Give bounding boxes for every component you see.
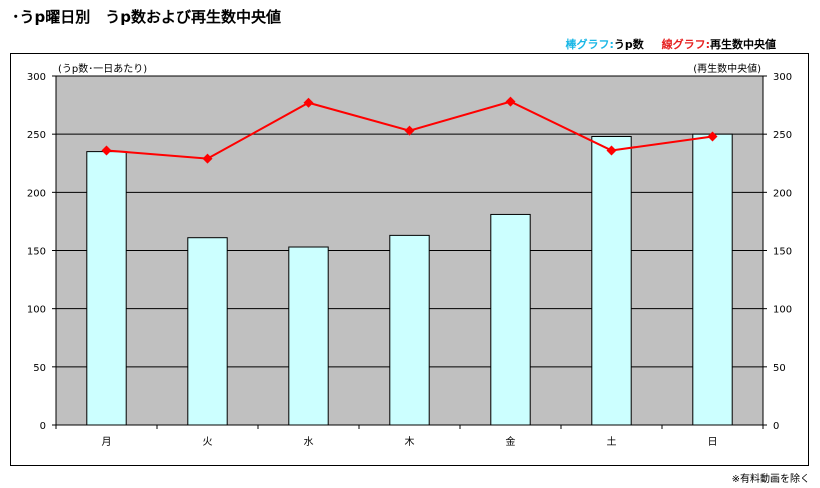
x-tick-label: 木 [405, 436, 415, 448]
y-axis-label-right: (再生数中央値) [693, 62, 761, 75]
line-point-marker [202, 153, 213, 164]
bar [187, 237, 228, 426]
line-point-marker [505, 96, 516, 107]
x-tick-label: 日 [708, 437, 718, 448]
y-tick-label-left: 300 [27, 72, 46, 83]
line-point-marker [707, 131, 718, 142]
legend-bar-key: 棒グラフ: [565, 38, 614, 51]
chart-legend: 棒グラフ:うp数 線グラフ:再生数中央値 [565, 36, 776, 52]
bar-series [86, 133, 733, 426]
y-tick-label-right: 0 [773, 421, 779, 432]
y-tick-label-right: 300 [773, 72, 792, 83]
y-tick-label-right: 50 [773, 363, 786, 374]
legend-line-value: 再生数中央値 [710, 38, 776, 51]
line-series [101, 96, 718, 164]
y-tick-label-right: 250 [773, 130, 792, 141]
bar [591, 135, 632, 426]
axes: 0 0 50 50 100 100 150 150 200 200 250 250 300 300 月 火 水 木… [27, 72, 792, 448]
bar [288, 246, 329, 426]
y-tick-label-left: 200 [27, 188, 46, 199]
y-tick-label-left: 150 [27, 247, 46, 258]
line-point-marker [404, 125, 415, 136]
footnote: ※有料動画を除く [731, 474, 810, 485]
legend-line-key: 線グラフ: [661, 38, 710, 51]
x-tick-label: 土 [607, 435, 617, 448]
line-point-marker [303, 97, 314, 108]
y-tick-label-right: 150 [773, 247, 792, 258]
x-tick-label: 金 [506, 435, 516, 448]
y-tick-label-left: 50 [33, 363, 46, 374]
bar [389, 234, 430, 426]
y-tick-label-right: 100 [773, 305, 792, 316]
bar [692, 133, 733, 426]
chart-frame [10, 53, 809, 466]
y-axis-label-left: (うp数･一日あたり) [58, 62, 147, 75]
y-tick-label-left: 0 [40, 421, 46, 432]
y-tick-label-right: 200 [773, 188, 792, 199]
legend-bar-value: うp数 [613, 38, 644, 51]
line-point-marker [606, 145, 617, 156]
x-tick-label: 水 [304, 436, 314, 448]
x-tick-label: 月 [102, 436, 112, 448]
bar [86, 151, 127, 426]
y-tick-label-left: 100 [27, 305, 46, 316]
line-point-marker [101, 145, 112, 156]
x-tick-label: 火 [203, 436, 213, 448]
page-title: ･うp曜日別 うp数および再生数中央値 [12, 8, 281, 26]
y-tick-label-left: 250 [27, 130, 46, 141]
bar [490, 213, 531, 426]
